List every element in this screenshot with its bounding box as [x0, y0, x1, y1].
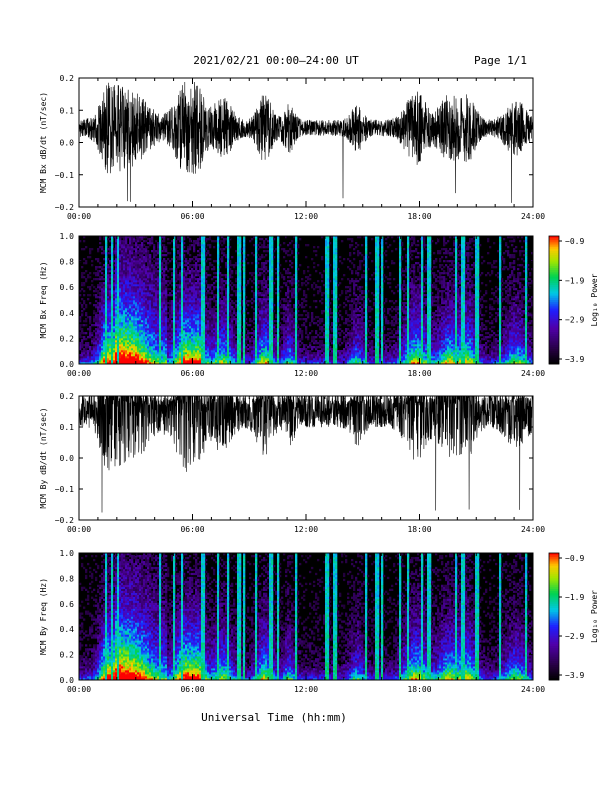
x-tick-label: 00:00 — [67, 212, 91, 221]
x-axis-title: Universal Time (hh:mm) — [201, 711, 347, 724]
y-axis-label: MCM By dB/dt (nT/sec) — [39, 407, 48, 508]
series-line — [79, 81, 533, 203]
colorbar-tick-label: −0.9 — [565, 237, 584, 246]
y-tick-label: −0.1 — [55, 485, 74, 494]
y-axis-label: MCM By Freq (Hz) — [39, 578, 48, 655]
y-tick-label: 0.4 — [60, 309, 75, 318]
y-tick-label: 0.0 — [60, 454, 75, 463]
panel-2: −0.9 −1.9 −2.9 −3.9 Log₁₀ Power 1.0 0.8 0.6 0.4 0… — [39, 232, 599, 378]
x-tick-label: 12:00 — [294, 369, 318, 378]
y-tick-label: 0.6 — [60, 283, 75, 292]
x-tick-label: 24:00 — [521, 525, 545, 534]
x-tick-label: 18:00 — [407, 369, 431, 378]
x-tick-label: 12:00 — [294, 212, 318, 221]
page-title: 2021/02/21 00:00–24:00 UT — [193, 54, 359, 67]
x-tick-label: 18:00 — [407, 685, 431, 694]
y-tick-label: −0.2 — [55, 516, 74, 525]
x-tick-label: 24:00 — [521, 212, 545, 221]
x-tick-label: 06:00 — [180, 525, 204, 534]
page-number: Page 1/1 — [474, 54, 527, 67]
y-tick-label: 0.2 — [60, 334, 75, 343]
colorbar: −0.9 −1.9 −2.9 −3.9 Log₁₀ Power — [548, 235, 599, 365]
y-tick-label: 0.0 — [60, 676, 75, 685]
y-axis-label: MCM Bx Freq (Hz) — [39, 261, 48, 338]
x-tick-label: 24:00 — [521, 369, 545, 378]
x-tick-label: 18:00 — [407, 525, 431, 534]
y-tick-label: 0.0 — [60, 139, 75, 148]
y-axis-label: MCM Bx dB/dt (nT/sec) — [39, 92, 48, 193]
x-tick-label: 24:00 — [521, 685, 545, 694]
y-tick-label: 0.2 — [60, 651, 75, 660]
y-tick-label: 1.0 — [60, 549, 75, 558]
panel-3: 0.2 0.1 0.0 −0.1 −0.200:00 06:00 12:00 18:00 24:… — [39, 392, 545, 534]
y-tick-label: 0.4 — [60, 625, 75, 634]
x-tick-label: 06:00 — [180, 212, 204, 221]
y-tick-label: 0.6 — [60, 600, 75, 609]
panel-4: −0.9 −1.9 −2.9 −3.9 Log₁₀ Power 1.0 0.8 0.6 0.4 0… — [39, 549, 599, 694]
y-tick-label: 0.1 — [60, 106, 75, 115]
x-tick-label: 06:00 — [180, 369, 204, 378]
y-tick-label: 0.1 — [60, 423, 75, 432]
x-tick-label: 00:00 — [67, 525, 91, 534]
colorbar-label: Log₁₀ Power — [590, 273, 599, 326]
y-tick-label: 0.8 — [60, 574, 75, 583]
x-tick-label: 18:00 — [407, 212, 431, 221]
colorbar-tick-label: −0.9 — [565, 554, 584, 563]
colorbar-tick-label: −3.9 — [565, 671, 584, 680]
y-tick-label: 0.0 — [60, 360, 75, 369]
y-tick-label: 0.2 — [60, 74, 75, 83]
y-tick-label: 0.2 — [60, 392, 75, 401]
colorbar: −0.9 −1.9 −2.9 −3.9 Log₁₀ Power — [548, 552, 599, 681]
colorbar-label: Log₁₀ Power — [590, 590, 599, 643]
colorbar-tick-label: −2.9 — [565, 632, 584, 641]
x-tick-label: 12:00 — [294, 525, 318, 534]
panel-1: 0.2 0.1 0.0 −0.1 −0.200:00 06:00 12:00 18:00 24:… — [39, 74, 545, 221]
y-tick-label: −0.1 — [55, 171, 74, 180]
series-line — [79, 396, 533, 513]
y-tick-label: 0.8 — [60, 258, 75, 267]
x-tick-label: 00:00 — [67, 685, 91, 694]
x-tick-label: 06:00 — [180, 685, 204, 694]
colorbar-tick-label: −1.9 — [565, 276, 584, 285]
colorbar-tick-label: −3.9 — [565, 355, 584, 364]
y-tick-label: 1.0 — [60, 232, 75, 241]
y-tick-label: −0.2 — [55, 203, 74, 212]
x-tick-label: 12:00 — [294, 685, 318, 694]
colorbar-tick-label: −1.9 — [565, 593, 584, 602]
colorbar-tick-label: −2.9 — [565, 316, 584, 325]
spectrogram — [79, 553, 533, 680]
x-tick-label: 00:00 — [67, 369, 91, 378]
spectrogram — [79, 236, 533, 364]
